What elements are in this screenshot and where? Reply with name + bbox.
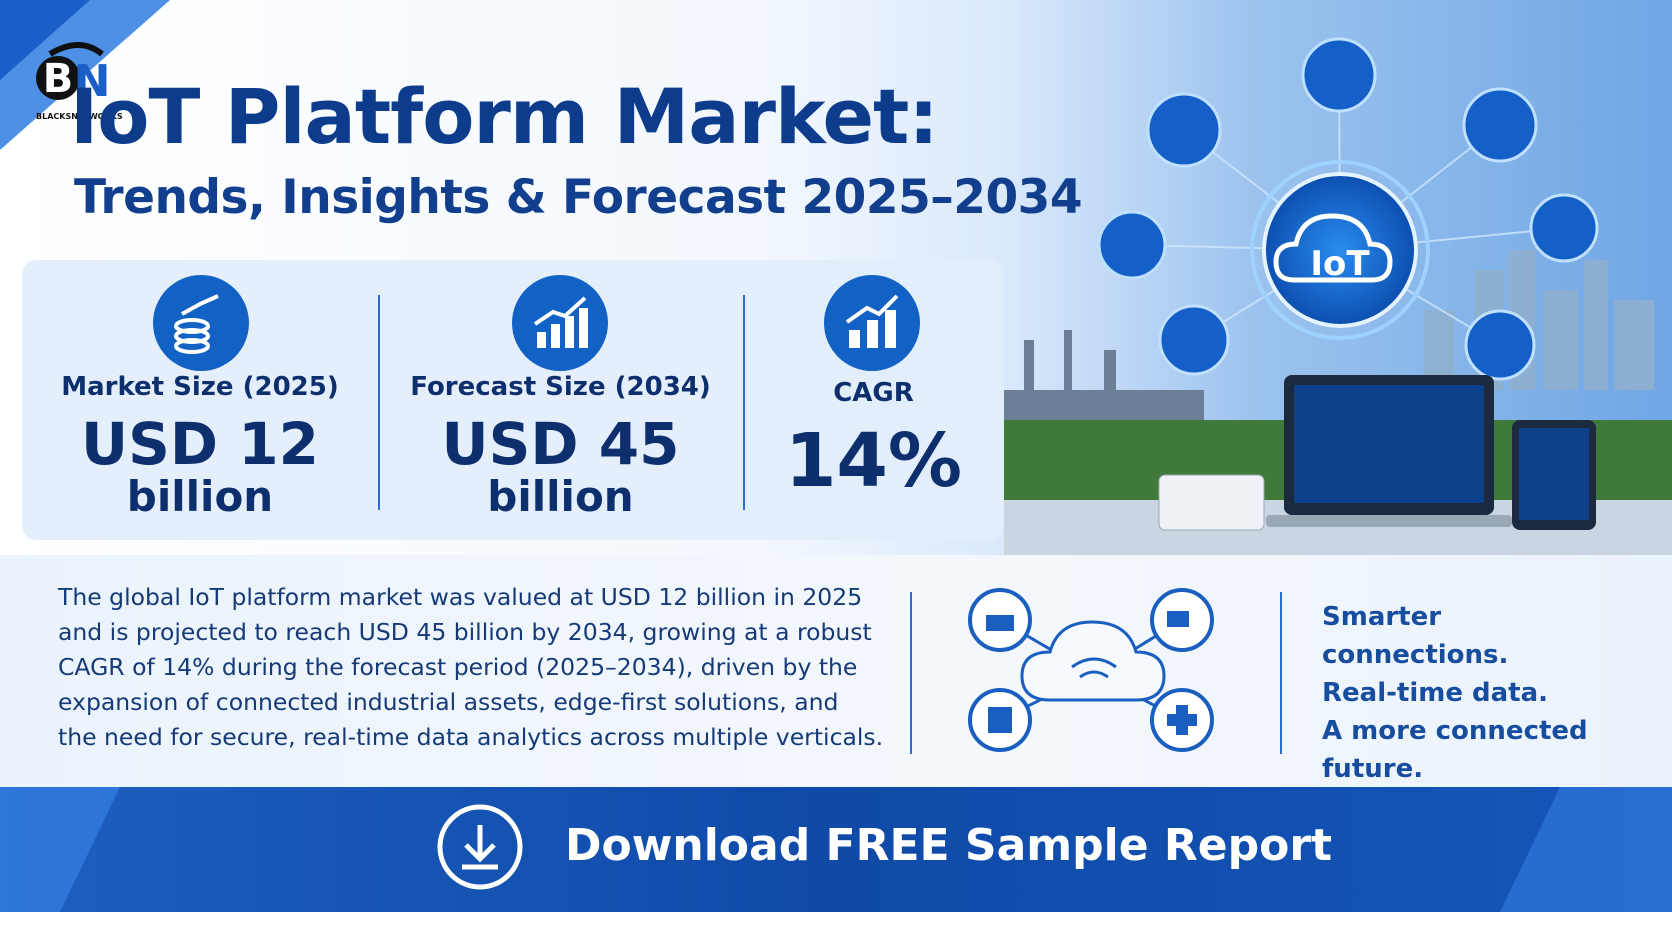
divider [1280, 592, 1282, 754]
stat-value: USD 12 [81, 410, 319, 478]
stat-label: CAGR [833, 378, 914, 408]
hub-label: IoT [1310, 244, 1370, 284]
stat-unit: billion [487, 472, 634, 521]
stat-icon [824, 275, 920, 371]
description-line: and is projected to reach USD 45 billion… [58, 618, 872, 646]
stat-value: 14% [784, 418, 963, 504]
divider [910, 592, 912, 754]
stat: CAGR 14% [743, 260, 1004, 540]
stat-label: Market Size (2025) [61, 372, 339, 402]
divider [743, 295, 745, 510]
logo-brand: BLACKSNETWORKS [36, 112, 123, 121]
stats-panel: Market Size (2025) USD 12 billion Foreca… [22, 260, 1004, 540]
network-diagram [968, 588, 1214, 752]
stat-icon [153, 275, 249, 371]
stat-unit: billion [126, 472, 274, 521]
cta-banner[interactable] [0, 787, 1672, 912]
logo-mark: B N [36, 42, 111, 107]
divider [378, 295, 380, 510]
description-line: The global IoT platform market was value… [58, 583, 863, 611]
cta-decor [0, 787, 1672, 912]
svg-text:N: N [74, 56, 111, 107]
description-line: CAGR of 14% during the forecast period (… [58, 653, 858, 681]
cta-label[interactable]: Download FREE Sample Report [565, 820, 1333, 871]
tagline: Smarter connections. Real-time data. A mor… [1322, 598, 1622, 788]
stat-label: Forecast Size (2034) [410, 372, 711, 402]
stat: Market Size (2025) USD 12 billion [22, 260, 378, 540]
description: The global IoT platform market was value… [58, 580, 883, 755]
stat-value: USD 45 [441, 410, 680, 478]
hero-illustration: IoT [1004, 37, 1672, 555]
svg-text:B: B [43, 56, 74, 102]
corner-ribbon [0, 0, 170, 150]
stat: Forecast Size (2034) USD 45 billion [378, 260, 743, 540]
lower-section [0, 555, 1672, 787]
tagline-line: A more connected future. [1322, 716, 1588, 784]
description-line: expansion of connected industrial assets… [58, 688, 839, 716]
description-line: the need for secure, real-time data anal… [58, 723, 884, 751]
title: IoT Platform Market: [70, 72, 939, 161]
tagline-line: Smarter connections. [1322, 602, 1509, 670]
subtitle: Trends, Insights & Forecast 2025–2034 [74, 170, 1083, 225]
stat-icon [512, 275, 608, 371]
tagline-line: Real-time data. [1322, 678, 1549, 708]
